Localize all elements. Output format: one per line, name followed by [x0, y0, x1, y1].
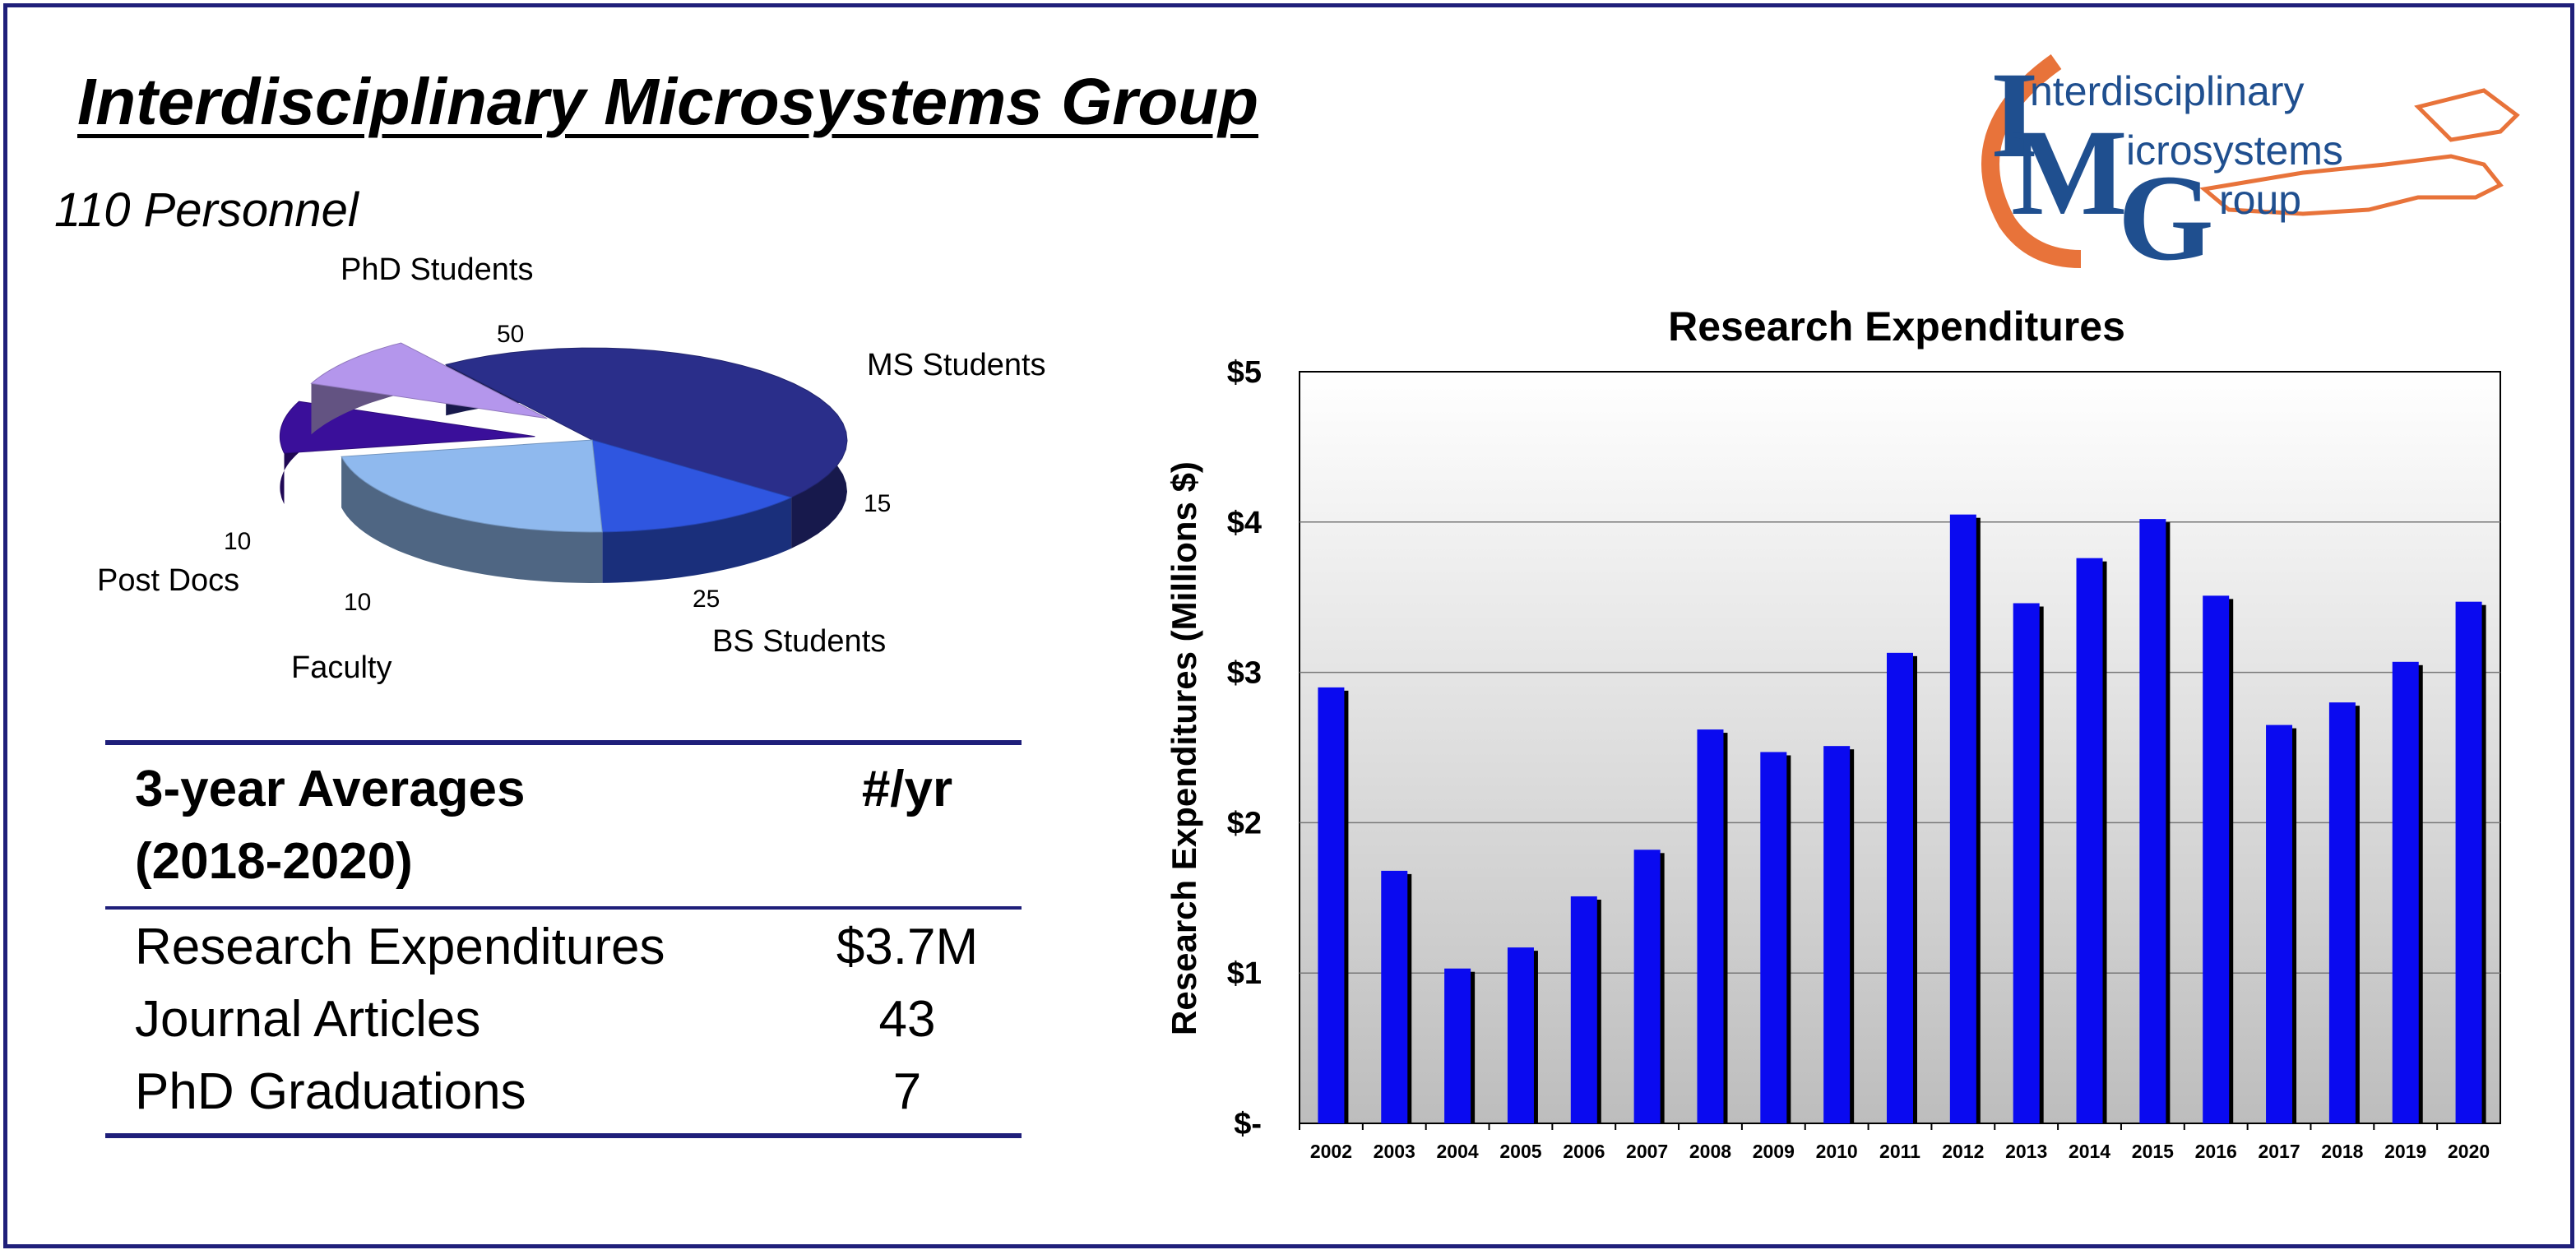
pie-slice-faculty [279, 400, 535, 454]
pie-value-phd-students: 50 [497, 321, 524, 348]
img-logo: I M G nterdisciplinary icrosystems roup [1981, 47, 2520, 280]
table-header-row: 3-year Averages (2018-2020) #/yr [105, 745, 1022, 910]
page-title: Interdisciplinary Microsystems Group [77, 65, 1258, 138]
logo-swoosh-arc [1981, 54, 2082, 268]
table-header-label: 3-year Averages (2018-2020) [105, 753, 793, 898]
pie-slice-side-bs-students [341, 456, 603, 583]
pie-slice-ms-students [591, 439, 793, 533]
table-row-value: $3.7M [836, 919, 979, 975]
pie-slice-post-docs [310, 342, 548, 419]
pie-label-faculty: Faculty [291, 650, 391, 685]
logo-letter-g: G [2118, 150, 2214, 280]
table-row: Journal Articles 43 [105, 984, 1022, 1056]
personnel-pie-chart: PhD Students 50 MS Students 15 BS Studen… [97, 252, 1046, 685]
table-row-value: 43 [878, 991, 936, 1048]
pie-value-ms-students: 15 [864, 490, 891, 517]
logo-line-1: nterdisciplinary [2030, 68, 2304, 114]
logo-line-2: icrosystems [2126, 127, 2343, 174]
logo-letter-i: I [1990, 47, 2038, 183]
table-header-label-line-1: 3-year Averages [135, 761, 526, 817]
table-row-value: 7 [892, 1063, 922, 1120]
pie-slice-phd-students [444, 347, 848, 498]
table-body: Research Expenditures $3.7M Journal Arti… [105, 910, 1022, 1133]
pie-value-bs-students: 25 [693, 586, 720, 613]
averages-table: 3-year Averages (2018-2020) #/yr Researc… [105, 740, 1022, 1138]
pie-value-post-docs: 10 [224, 528, 251, 555]
pie-slice-bs-students [341, 439, 603, 533]
table-header-unit: #/yr [861, 761, 953, 817]
logo-letter-m: M [2011, 104, 2128, 241]
pie-label-post-docs: Post Docs [97, 563, 239, 598]
table-row-label: Journal Articles [135, 991, 481, 1048]
table-row: Research Expenditures $3.7M [105, 911, 1022, 984]
logo-line-3: roup [2219, 177, 2301, 223]
table-row-label: PhD Graduations [135, 1063, 526, 1120]
pie-slice-side-ms-students [602, 497, 792, 583]
table-row: PhD Graduations 7 [105, 1056, 1022, 1128]
pie-label-ms-students: MS Students [867, 348, 1046, 382]
logo-alligator-outline [2199, 88, 2520, 216]
personnel-count: 110 Personnel [54, 183, 359, 237]
pie-label-bs-students: BS Students [712, 624, 886, 659]
table-header-label-line-2: (2018-2020) [135, 833, 413, 890]
pie-label-phd-students: PhD Students [341, 252, 533, 287]
pie-value-faculty: 10 [344, 589, 371, 616]
table-row-label: Research Expenditures [135, 919, 665, 975]
